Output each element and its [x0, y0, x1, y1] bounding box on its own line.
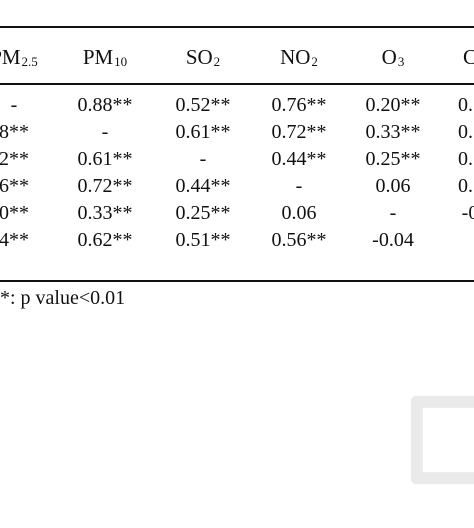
table-cell-r5-c4: -0.04 — [372, 229, 414, 251]
table-cell-r2-c2: - — [199, 148, 207, 170]
column-header-main: PM — [0, 45, 21, 69]
table-bottom-rule — [0, 280, 474, 282]
column-header-main: NO — [280, 45, 311, 69]
table-cell-r2-c1: 0.61** — [77, 148, 133, 170]
column-header-3: NO2 — [280, 45, 318, 74]
table-cell-r2-c5: 0.? — [458, 148, 474, 170]
table-cell-r1-c4: 0.33** — [365, 121, 421, 143]
table-cell-r4-c4: - — [389, 202, 397, 224]
column-header-2: SO2 — [186, 45, 220, 74]
table-cell-r1-c2: 0.61** — [175, 121, 231, 143]
column-header-1: PM10 — [83, 45, 127, 74]
table-cell-r0-c0: - — [10, 94, 18, 116]
column-header-5: C — [463, 45, 474, 69]
column-header-main: O — [381, 45, 397, 69]
table-cell-r5-c1: 0.62** — [77, 229, 133, 251]
table-cell-r4-c5: -0 — [461, 202, 474, 224]
table-cell-r2-c0: 2** — [0, 148, 29, 170]
table-cell-r0-c1: 0.88** — [77, 94, 133, 116]
column-header-4: O3 — [382, 45, 405, 74]
table-cell-r5-c3: 0.56** — [271, 229, 327, 251]
table-cell-r1-c0: 8** — [0, 121, 29, 143]
table-cell-r2-c4: 0.25** — [365, 148, 421, 170]
table-header-rule — [0, 83, 474, 85]
table-cell-r0-c5: 0.? — [458, 94, 474, 116]
table-cell-r4-c2: 0.25** — [175, 202, 231, 224]
table-cell-r5-c0: 4** — [0, 229, 29, 251]
table-footnote: *: p value<0.01 — [0, 287, 126, 309]
column-header-main: C — [462, 45, 474, 69]
table-cell-r4-c1: 0.33** — [77, 202, 133, 224]
table-cell-r0-c4: 0.20** — [365, 94, 421, 116]
table-cell-r1-c5: 0.? — [458, 121, 474, 143]
table-cell-r4-c3: 0.06 — [281, 202, 317, 224]
column-header-0: PM2.5 — [0, 45, 38, 74]
table-cell-r3-c1: 0.72** — [77, 175, 133, 197]
column-header-subscript: 2 — [213, 54, 221, 69]
table-cell-r5-c2: 0.51** — [175, 229, 231, 251]
table-cell-r3-c5: 0.? — [458, 175, 474, 197]
table-cell-r3-c0: 6** — [0, 175, 29, 197]
table-cell-r2-c3: 0.44** — [271, 148, 327, 170]
table-cell-r3-c4: 0.06 — [375, 175, 411, 197]
table-cell-r0-c2: 0.52** — [175, 94, 231, 116]
table-cell-r4-c0: 0** — [0, 202, 29, 224]
column-header-subscript: 2 — [311, 54, 318, 69]
table-top-rule — [0, 26, 474, 28]
watermark-logo — [370, 355, 474, 525]
column-header-main: SO — [185, 45, 213, 69]
column-header-subscript: 3 — [397, 54, 405, 69]
table-cell-r3-c2: 0.44** — [175, 175, 231, 197]
column-header-main: PM — [82, 45, 114, 69]
table-cell-r1-c3: 0.72** — [271, 121, 327, 143]
table-cell-r0-c3: 0.76** — [271, 94, 327, 116]
column-header-subscript: 10 — [114, 54, 128, 69]
table-cell-r3-c3: - — [295, 175, 303, 197]
column-header-subscript: 2.5 — [21, 54, 38, 69]
table-cell-r1-c1: - — [101, 121, 109, 143]
